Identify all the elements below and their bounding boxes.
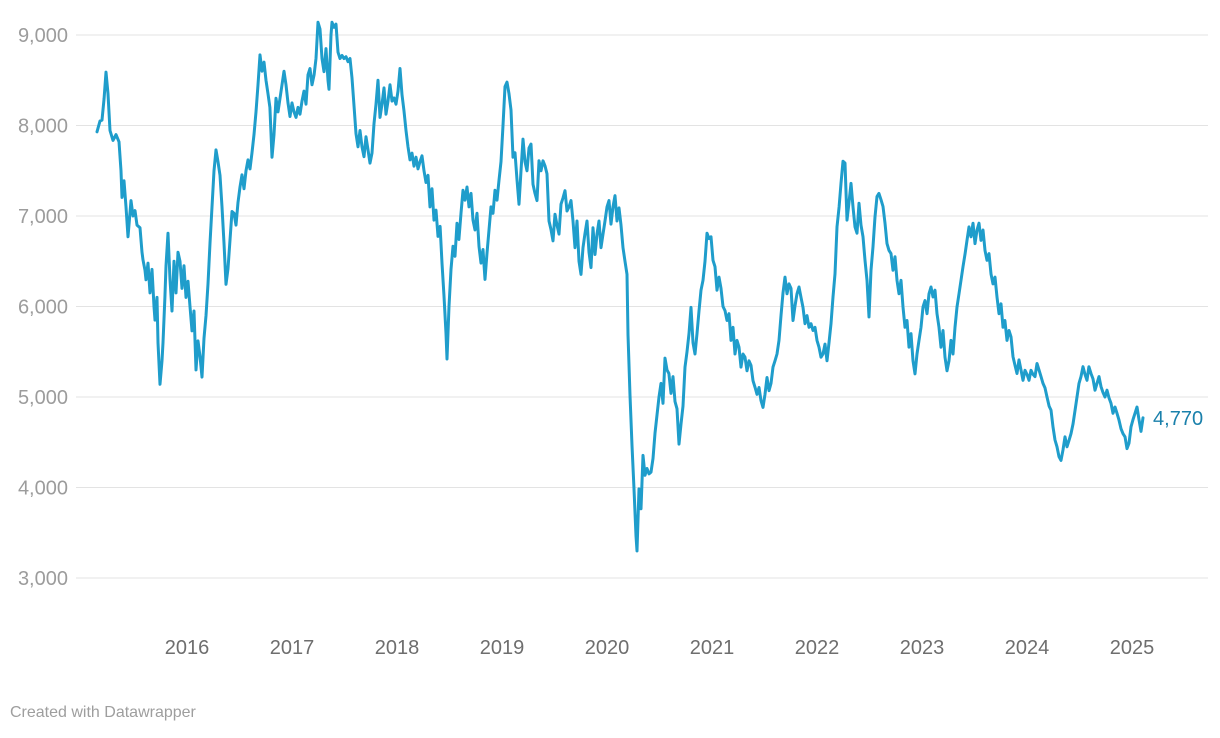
y-axis-tick-label: 4,000	[18, 478, 68, 500]
x-axis-tick-label: 2025	[1110, 637, 1155, 659]
x-axis-tick-label: 2018	[375, 637, 420, 659]
y-axis-tick-label: 9,000	[18, 25, 68, 47]
x-axis-tick-label: 2023	[900, 637, 945, 659]
x-axis-tick-label: 2024	[1005, 637, 1050, 659]
y-axis-tick-label: 7,000	[18, 206, 68, 228]
y-axis-tick-label: 5,000	[18, 387, 68, 409]
x-axis-tick-label: 2019	[480, 637, 525, 659]
y-axis-tick-label: 3,000	[18, 568, 68, 590]
datawrapper-credit: Created with Datawrapper	[10, 704, 196, 721]
data-line	[95, 20, 1145, 553]
y-axis-tick-label: 8,000	[18, 116, 68, 138]
x-axis-tick-label: 2021	[690, 637, 735, 659]
x-axis-tick-label: 2017	[270, 637, 315, 659]
end-value-label: 4,770	[1153, 408, 1203, 430]
x-axis-tick-label: 2022	[795, 637, 840, 659]
y-axis-tick-label: 6,000	[18, 297, 68, 319]
x-axis-tick-label: 2020	[585, 637, 630, 659]
x-axis-tick-label: 2016	[165, 637, 210, 659]
